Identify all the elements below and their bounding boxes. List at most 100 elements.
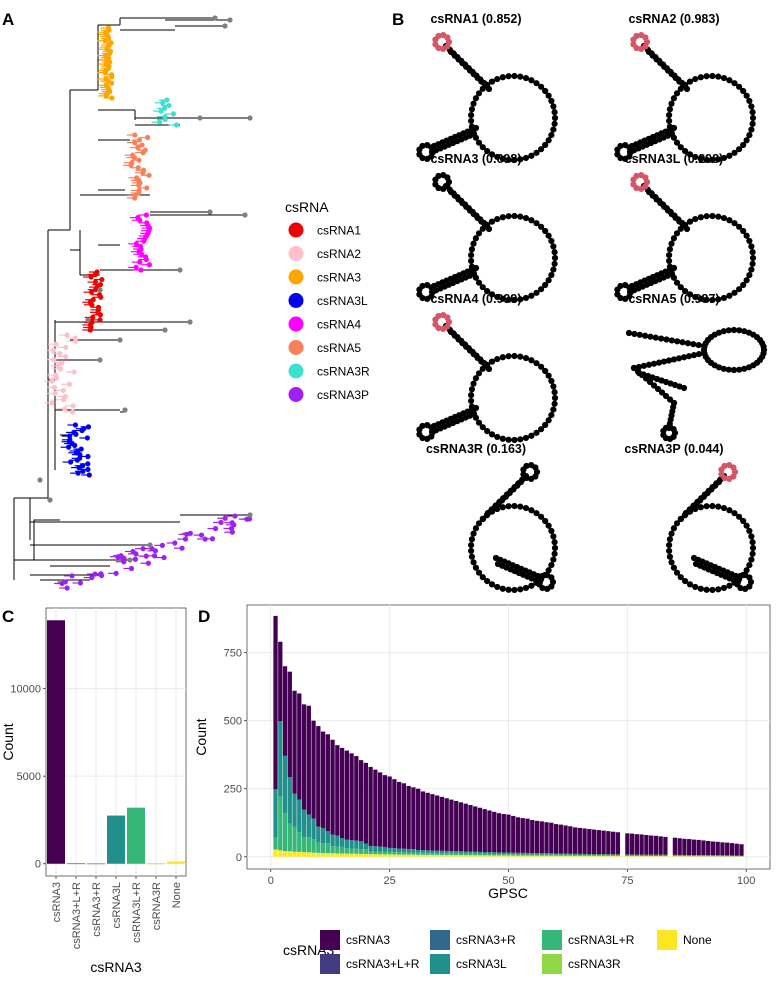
nucleotide <box>677 144 684 151</box>
nucleotide <box>645 48 653 56</box>
panel-d-bar-segment-csrna3l <box>701 855 706 856</box>
nucleotide <box>428 424 435 431</box>
nucleotide <box>673 90 681 97</box>
nucleotide <box>539 572 546 580</box>
nucleotide <box>614 151 621 158</box>
tree-tip-csrna3 <box>109 95 115 101</box>
panel-d-bar-segment-none <box>416 854 421 857</box>
nucleotide <box>677 574 684 581</box>
nucleotide <box>478 218 485 225</box>
nucleotide <box>697 504 704 511</box>
nucleotide <box>548 131 555 139</box>
panel-d-bar-segment-none <box>382 854 388 857</box>
panel-d-bar-segment-csrna3l <box>420 850 426 853</box>
tree-tip-csrna4 <box>133 264 139 270</box>
panel-d-bar-segment-csrna3l <box>663 854 668 856</box>
panel-d-bar-segment-csrna3l <box>377 846 383 852</box>
tree-tip-csrna3l <box>67 433 73 439</box>
nucleotide <box>682 287 689 295</box>
tree-tip-csrna3p <box>159 542 165 548</box>
panel-d-bar-segment-csrna3l <box>463 851 468 854</box>
panel-d-bar-segment-none <box>558 855 563 857</box>
tree-tip-csrna5 <box>135 165 141 171</box>
tree-tip-csrna2 <box>66 381 73 387</box>
nucleotide <box>640 362 648 369</box>
panel-d-bar-segment-none <box>501 855 506 857</box>
tree-tip-markers <box>37 15 253 591</box>
nucleotide <box>680 354 688 361</box>
tree-tip-csrna5 <box>136 137 143 143</box>
nucleotide <box>522 214 530 222</box>
bottom-legend-key <box>320 930 340 950</box>
panel-d-bar-segment-csrna3l+r <box>672 855 678 857</box>
tree-tip-csrna3p <box>198 532 205 538</box>
panel-d-bar-segment-csrna3 <box>373 769 378 847</box>
panel-d-bar-segment-csrna3l <box>458 851 464 854</box>
nucleotide <box>653 196 660 203</box>
tree-tip-unassigned <box>37 477 43 483</box>
panel-d-bar-segment-csrna3 <box>506 814 511 853</box>
nucleotide <box>666 536 674 543</box>
tree-tip-csrna3r <box>173 122 180 128</box>
panel-d-bar-segment-csrna3l+r <box>601 855 606 856</box>
tree-tip-csrna5 <box>136 182 142 188</box>
panel-d-bar-segment-csrna3 <box>553 824 559 854</box>
nucleotide <box>528 152 535 159</box>
panel-d-bar-segment-none <box>477 855 483 857</box>
panel-d-bar-segment-csrna3 <box>420 791 426 851</box>
nucleotide <box>499 585 506 592</box>
panel-d-bar-segment-csrna3l+r <box>534 854 540 856</box>
tree-tip-csrna1 <box>88 274 94 280</box>
tree-tip-unassigned <box>247 512 253 518</box>
bottom-legend: csRNA3 csRNA3 csRNA3+L+R csRNA3+R csRNA3L cs… <box>283 930 712 974</box>
nucleotide <box>542 141 549 149</box>
panel-d-bar-segment-csrna3l <box>691 855 697 856</box>
nucleotide <box>551 109 558 116</box>
tree-tip-csrna3p <box>209 536 216 542</box>
nucleotide <box>499 295 506 302</box>
tree-tip-csrna3p <box>161 554 167 561</box>
panel-d-bar-segment-none <box>663 856 668 857</box>
nucleotide <box>676 218 683 225</box>
panel-d-bar-segment-none <box>525 855 530 857</box>
nucleotide <box>693 501 700 508</box>
panel-d-bar-segment-csrna3l+r <box>444 853 449 855</box>
nucleotide <box>720 74 728 82</box>
panel-d-bar-segment-csrna3l <box>382 846 388 852</box>
nucleotide <box>726 507 733 514</box>
nucleotide <box>511 436 518 444</box>
nucleotide <box>435 312 442 320</box>
nucleotide <box>522 504 530 512</box>
panel-d-bar-segment-none <box>420 854 426 857</box>
nucleotide <box>548 574 555 581</box>
nucleotide <box>517 296 524 303</box>
panel-d-bar-segment-csrna3 <box>330 739 335 835</box>
nucleotide <box>548 97 555 105</box>
panel-d-bar-segment-csrna3 <box>572 827 578 854</box>
tree-tip-csrna3 <box>102 69 108 76</box>
nucleotide <box>743 567 750 574</box>
panel-d-bar-segment-csrna3l <box>658 854 663 856</box>
panel-d-bar-segment-none <box>320 852 326 857</box>
panel-d-bar-segment-csrna3l <box>416 849 421 853</box>
panel-d-bar-segment-csrna3l+r <box>506 854 511 856</box>
nucleotide <box>682 147 689 155</box>
panel-d-bar-segment-csrna3 <box>473 806 478 852</box>
nucleotide <box>419 142 426 150</box>
panel-d-bar-segment-none <box>568 855 573 857</box>
nucleotide <box>545 232 552 239</box>
nucleotide <box>550 406 557 413</box>
panel-d-bar-segment-csrna3l <box>610 854 616 856</box>
nucleotide <box>673 230 681 237</box>
nucleotide <box>455 336 462 343</box>
nucleotide <box>731 149 738 156</box>
nucleotide <box>499 354 506 361</box>
nucleotide <box>740 227 747 235</box>
nucleotide <box>622 155 629 162</box>
tree-tip-csrna3 <box>109 74 115 80</box>
tree-tip-unassigned <box>212 15 218 21</box>
panel-d-bar-segment-none <box>682 856 687 857</box>
panel-c-x-tick-label: csRNA3R <box>151 882 163 930</box>
nucleotide <box>505 73 512 80</box>
panel-d-bar-segment-csrna3l <box>577 853 582 856</box>
